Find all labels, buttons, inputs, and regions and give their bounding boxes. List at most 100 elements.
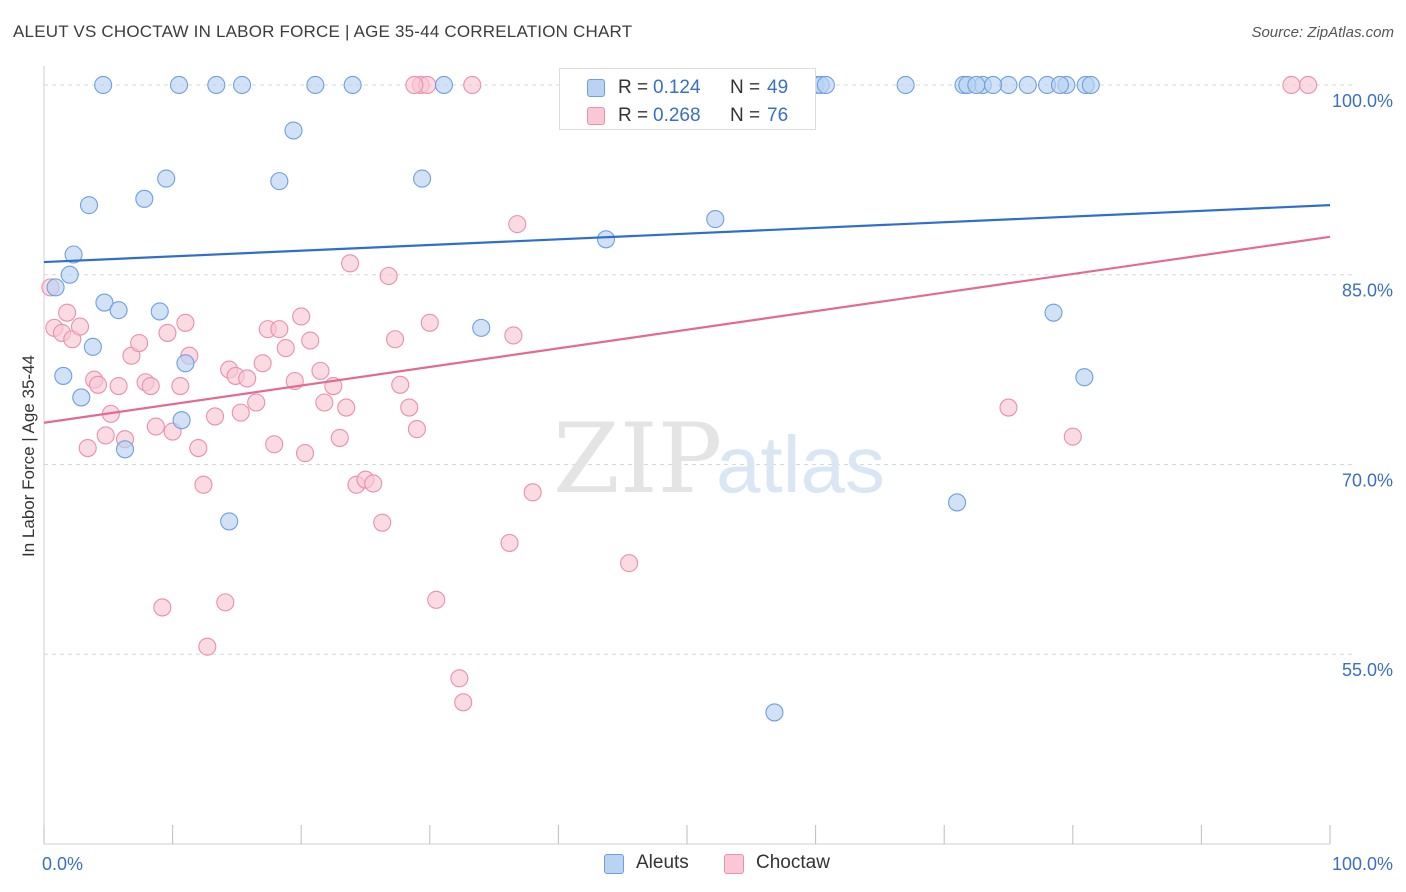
- choctaw-point: [315, 393, 334, 412]
- trend-lines: [43, 204, 1331, 424]
- aleut-point: [1044, 303, 1063, 322]
- aleut-point: [413, 169, 432, 188]
- choctaw-point: [341, 254, 360, 273]
- source-label: Source: ZipAtlas.com: [1251, 24, 1394, 41]
- choctaw-point: [379, 266, 398, 286]
- legend-label-aleuts: Aleuts: [636, 852, 689, 873]
- n-value: 76: [767, 105, 789, 126]
- aleut-points: [46, 75, 1100, 722]
- choctaw-point: [58, 303, 77, 322]
- choctaw-point: [373, 513, 392, 532]
- aleut-point: [83, 337, 102, 356]
- r-value: 0.124: [653, 77, 701, 98]
- r-label: R =: [618, 77, 649, 98]
- choctaw-point: [1063, 427, 1082, 446]
- aleut-point: [169, 75, 189, 95]
- choctaw-point: [337, 398, 356, 417]
- aleut-point: [984, 75, 1003, 95]
- aleut-point: [472, 318, 491, 337]
- aleut-point: [72, 388, 91, 407]
- aleut-point: [284, 121, 303, 140]
- aleut-swatch: [587, 79, 605, 97]
- choctaw-swatch: [724, 854, 744, 874]
- aleut-point: [1018, 75, 1037, 95]
- choctaw-point: [407, 420, 426, 439]
- x-tick-label: 100.0%: [1332, 854, 1393, 874]
- aleut-point: [60, 265, 79, 284]
- r-value: 0.268: [653, 105, 701, 126]
- choctaw-point: [78, 438, 97, 458]
- choctaw-trend-line: [43, 235, 1331, 424]
- aleut-point: [999, 75, 1018, 95]
- x-tick-label: 0.0%: [42, 854, 83, 874]
- choctaw-point: [391, 375, 410, 394]
- aleut-point: [967, 75, 986, 95]
- aleut-point: [948, 493, 967, 512]
- y-tick-label: 70.0%: [1342, 470, 1393, 490]
- choctaw-swatch: [587, 107, 605, 125]
- aleut-point: [896, 75, 915, 95]
- choctaw-point: [176, 313, 195, 332]
- choctaw-point: [301, 331, 320, 350]
- n-value: 49: [767, 77, 789, 98]
- choctaw-point: [504, 326, 523, 345]
- choctaw-point: [205, 407, 225, 426]
- choctaw-point: [141, 377, 160, 396]
- aleut-point: [172, 411, 191, 430]
- choctaw-point: [508, 215, 527, 234]
- legend-row-choctaw: R = 0.268 N = 76: [560, 101, 815, 131]
- y-axis-label: In Labor Force | Age 35-44: [19, 355, 38, 557]
- choctaw-point: [420, 313, 439, 332]
- y-tick-label: 100.0%: [1332, 91, 1393, 111]
- choctaw-point: [400, 398, 419, 417]
- aleut-point: [207, 75, 226, 95]
- aleut-point: [1081, 75, 1100, 95]
- choctaw-point: [253, 354, 272, 373]
- chart-title: ALEUT VS CHOCTAW IN LABOR FORCE | AGE 35…: [13, 22, 633, 41]
- aleut-point: [150, 302, 169, 321]
- aleut-point: [343, 75, 362, 95]
- choctaw-point: [70, 317, 90, 336]
- legend-label-choctaw: Choctaw: [756, 852, 830, 873]
- choctaw-point: [158, 323, 177, 342]
- aleut-point: [157, 169, 176, 188]
- aleut-point: [232, 75, 252, 95]
- watermark-zip: ZIP: [553, 403, 722, 515]
- choctaw-point: [405, 75, 424, 95]
- watermark-atlas: atlas: [716, 420, 885, 509]
- aleut-point: [1050, 75, 1069, 95]
- choctaw-point: [999, 398, 1018, 417]
- choctaw-point: [1282, 75, 1301, 95]
- aleut-point: [1075, 368, 1094, 387]
- aleut-swatch: [604, 854, 624, 874]
- aleut-point: [95, 293, 114, 312]
- choctaw-point: [216, 593, 235, 612]
- choctaw-point: [238, 369, 257, 388]
- aleut-point: [270, 172, 289, 191]
- aleut-point: [54, 366, 73, 385]
- choctaw-point: [427, 590, 446, 609]
- choctaw-point: [231, 403, 250, 422]
- choctaw-point: [450, 669, 469, 688]
- aleut-point: [765, 703, 784, 722]
- choctaw-point: [130, 333, 149, 353]
- choctaw-point: [194, 475, 213, 494]
- aleut-point: [94, 75, 113, 95]
- choctaw-point: [386, 330, 405, 349]
- choctaw-point: [296, 444, 315, 463]
- choctaw-point: [198, 637, 217, 656]
- watermark: ZIP atlas: [553, 403, 885, 515]
- choctaw-point: [292, 307, 311, 326]
- choctaw-point: [88, 375, 108, 394]
- choctaw-point: [146, 417, 165, 436]
- choctaw-point: [276, 339, 295, 358]
- choctaw-point: [171, 377, 190, 396]
- choctaw-point: [270, 320, 289, 339]
- aleut-point: [596, 230, 616, 249]
- choctaw-point: [153, 598, 172, 617]
- legend-row-aleuts: R = 0.124 N = 49: [560, 73, 815, 103]
- choctaw-point: [330, 428, 349, 447]
- aleut-point: [64, 245, 83, 264]
- aleut-point: [706, 210, 725, 229]
